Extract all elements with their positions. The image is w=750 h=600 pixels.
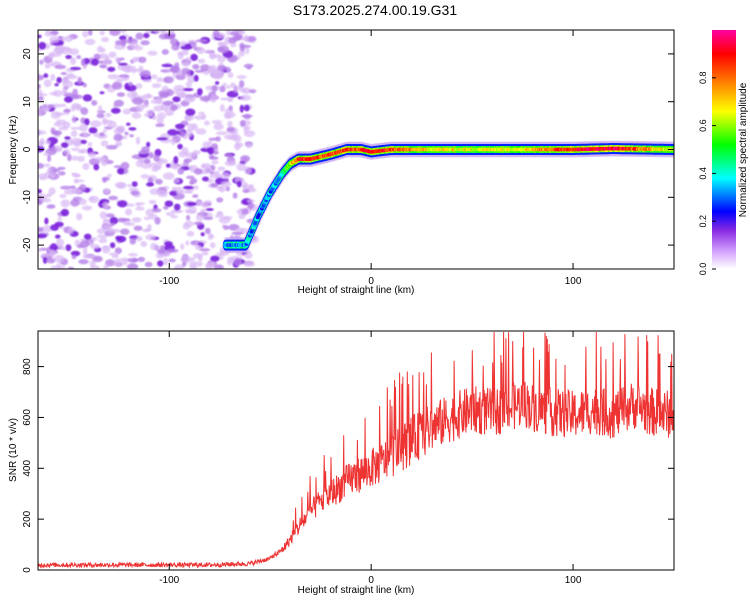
signal-trace xyxy=(222,140,674,254)
snr-y-tick-label: 0 xyxy=(22,567,33,573)
spectrogram-y-tick-label: 20 xyxy=(22,48,33,60)
snr-x-ticks: -100 0 100 xyxy=(159,331,582,586)
colorbar-tick-label: 0.2 xyxy=(698,215,708,228)
snr-frame xyxy=(37,330,675,571)
snr-y-tick-label: 400 xyxy=(22,460,33,477)
colorbar-tick-label: 0.4 xyxy=(698,167,708,180)
noise-blobs xyxy=(38,30,261,269)
snr-plot-area xyxy=(38,331,674,569)
snr-y-ticks: 0 200 400 600 800 xyxy=(22,358,674,573)
spectrogram-y-tick-label: 10 xyxy=(22,96,33,108)
snr-x-label: Height of straight line (km) xyxy=(298,585,415,596)
snr-y-tick-label: 800 xyxy=(22,358,33,375)
colorbar-tick-label: 0.8 xyxy=(698,72,708,85)
colorbar-tick-label: 0.0 xyxy=(698,263,708,276)
snr-y-tick-label: 200 xyxy=(22,510,33,527)
snr-line xyxy=(38,331,674,569)
spectrogram-y-label: Frequency (Hz) xyxy=(8,116,19,185)
spectrogram-x-tick-label: 100 xyxy=(565,276,582,287)
spectrogram-x-tick-label: -100 xyxy=(159,276,179,287)
spectrogram-y-ticks: -20 -10 0 10 20 xyxy=(22,48,674,252)
spectrogram-x-tick-label: 0 xyxy=(368,276,374,287)
spectrogram-x-ticks: -100 0 100 xyxy=(159,30,582,287)
snr-x-tick-label: 0 xyxy=(368,575,374,586)
snr-panel: -100 0 100 0 200 400 600 800 Height of straigh… xyxy=(8,330,675,596)
colorbar-label: Normalized spectral amplitude xyxy=(738,82,749,217)
spectrogram-y-tick-label: 0 xyxy=(22,146,33,152)
colorbar-ticks: 0.0 0.2 0.4 0.6 0.8 xyxy=(698,72,716,276)
snr-y-label: SNR (10 * v/v) xyxy=(8,418,19,482)
spectrogram-y-tick-label: -20 xyxy=(22,237,33,252)
colorbar-gradient xyxy=(712,30,736,269)
spectrogram-x-label: Height of straight line (km) xyxy=(298,285,415,296)
colorbar-tick-label: 0.6 xyxy=(698,119,708,132)
spectrogram-y-tick-label: -10 xyxy=(22,190,33,205)
colorbar: 0.0 0.2 0.4 0.6 0.8 Normalized spectral ampl… xyxy=(698,30,749,275)
spectrogram-plot-area xyxy=(38,30,674,269)
snr-x-tick-label: 100 xyxy=(565,575,582,586)
snr-x-tick-label: -100 xyxy=(159,575,179,586)
chart-title: S173.2025.274.00.19.G31 xyxy=(292,2,458,18)
snr-y-tick-label: 600 xyxy=(22,409,33,426)
